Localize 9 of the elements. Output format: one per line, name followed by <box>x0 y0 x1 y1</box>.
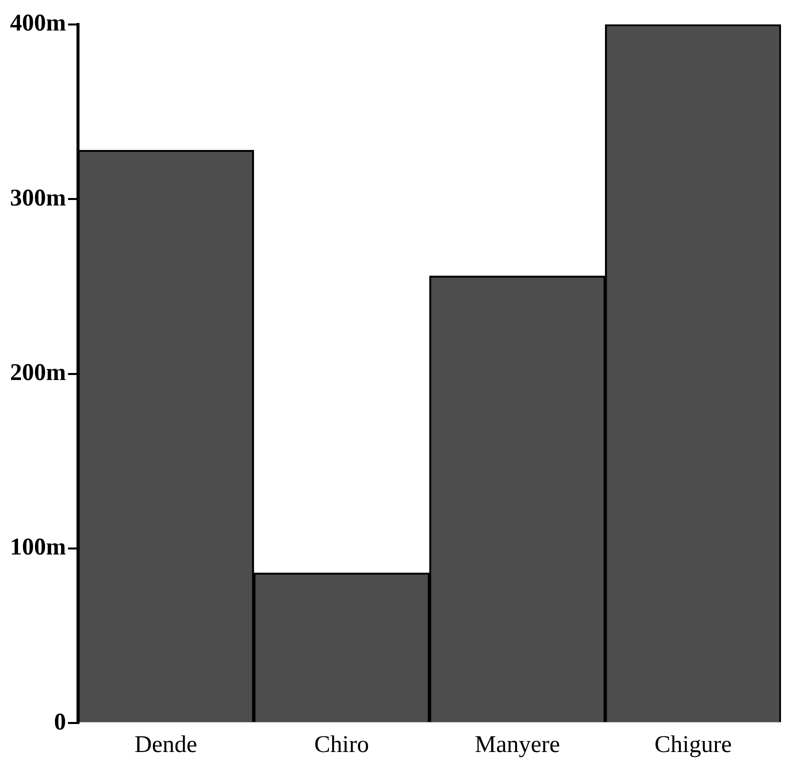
x-tick-label: Dende <box>134 732 198 758</box>
x-tick-label: Chiro <box>314 732 369 758</box>
y-tick-label: 300m <box>10 185 66 212</box>
y-tick-label: 100m <box>10 534 66 561</box>
x-tick-label: Manyere <box>474 732 560 758</box>
y-tick-label: 0 <box>54 709 66 736</box>
y-tick-label: 200m <box>10 360 66 386</box>
y-tick-label: 400m <box>10 10 66 37</box>
x-tick-label: Chigure <box>654 732 732 758</box>
